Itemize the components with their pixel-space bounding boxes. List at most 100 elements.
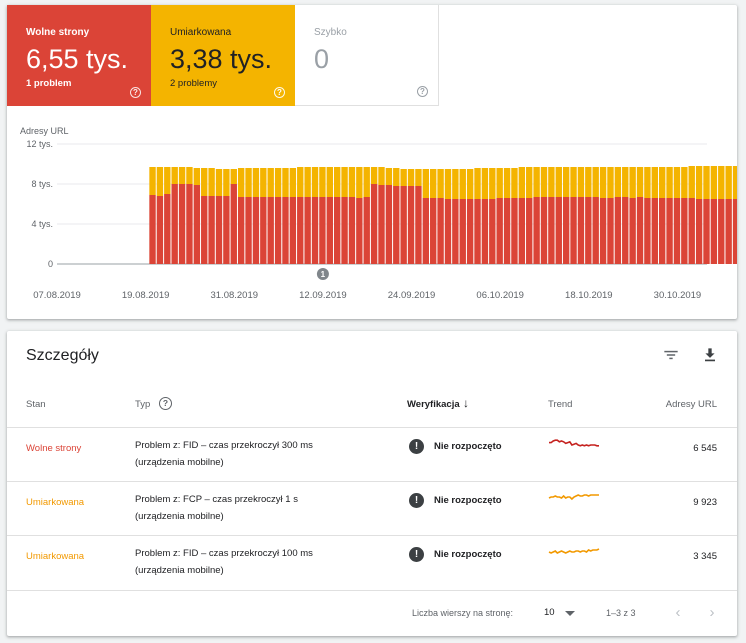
bar-moderate[interactable] bbox=[363, 167, 370, 197]
bar-slow[interactable] bbox=[511, 198, 518, 264]
bar-moderate[interactable] bbox=[201, 168, 208, 196]
bar-moderate[interactable] bbox=[614, 167, 622, 197]
bar-slow[interactable] bbox=[260, 197, 267, 264]
bar-moderate[interactable] bbox=[466, 169, 474, 199]
bar-slow[interactable] bbox=[319, 197, 326, 264]
bar-slow[interactable] bbox=[385, 185, 393, 264]
bar-slow[interactable] bbox=[474, 199, 481, 264]
bar-moderate[interactable] bbox=[636, 167, 644, 197]
bar-slow[interactable] bbox=[585, 197, 592, 264]
bar-moderate[interactable] bbox=[540, 167, 548, 197]
column-type[interactable]: Typ bbox=[135, 399, 151, 410]
column-urls[interactable]: Adresy URL bbox=[665, 399, 717, 410]
bar-moderate[interactable] bbox=[267, 168, 274, 197]
bar-moderate[interactable] bbox=[585, 167, 592, 197]
bar-slow[interactable] bbox=[703, 199, 710, 264]
bar-slow[interactable] bbox=[186, 184, 193, 264]
bar-moderate[interactable] bbox=[533, 167, 540, 197]
annotation-marker[interactable] bbox=[316, 268, 329, 280]
bar-moderate[interactable] bbox=[688, 166, 695, 198]
bar-moderate[interactable] bbox=[474, 168, 481, 199]
bar-moderate[interactable] bbox=[526, 167, 533, 198]
bar-moderate[interactable] bbox=[178, 167, 186, 184]
bar-moderate[interactable] bbox=[407, 169, 415, 186]
bar-slow[interactable] bbox=[370, 184, 378, 264]
bar-moderate[interactable] bbox=[230, 169, 237, 184]
bar-slow[interactable] bbox=[496, 198, 503, 264]
bar-moderate[interactable] bbox=[518, 167, 526, 198]
bar-moderate[interactable] bbox=[651, 167, 658, 198]
bar-slow[interactable] bbox=[466, 199, 474, 264]
bar-slow[interactable] bbox=[548, 197, 555, 264]
bar-moderate[interactable] bbox=[681, 167, 688, 198]
bar-slow[interactable] bbox=[326, 197, 333, 264]
bar-moderate[interactable] bbox=[481, 168, 489, 199]
bar-slow[interactable] bbox=[201, 196, 208, 264]
bar-slow[interactable] bbox=[430, 198, 437, 264]
bar-slow[interactable] bbox=[274, 197, 282, 264]
help-icon[interactable]: ? bbox=[417, 86, 428, 97]
bar-moderate[interactable] bbox=[725, 166, 732, 199]
bar-moderate[interactable] bbox=[496, 168, 503, 198]
bar-slow[interactable] bbox=[400, 186, 407, 264]
bar-moderate[interactable] bbox=[718, 166, 725, 199]
bar-moderate[interactable] bbox=[577, 167, 585, 197]
bar-slow[interactable] bbox=[208, 196, 215, 264]
bar-moderate[interactable] bbox=[710, 166, 718, 199]
bar-moderate[interactable] bbox=[673, 167, 681, 198]
bar-slow[interactable] bbox=[178, 184, 186, 264]
bar-slow[interactable] bbox=[193, 185, 201, 264]
bar-moderate[interactable] bbox=[555, 167, 562, 197]
bar-slow[interactable] bbox=[267, 197, 274, 264]
bar-moderate[interactable] bbox=[164, 167, 171, 194]
bar-slow[interactable] bbox=[622, 197, 629, 264]
bar-moderate[interactable] bbox=[348, 167, 356, 197]
bar-slow[interactable] bbox=[304, 197, 311, 264]
bar-slow[interactable] bbox=[636, 197, 644, 264]
bar-moderate[interactable] bbox=[326, 167, 333, 197]
bar-moderate[interactable] bbox=[644, 167, 651, 198]
bar-slow[interactable] bbox=[393, 186, 400, 264]
bar-moderate[interactable] bbox=[274, 168, 282, 197]
bar-moderate[interactable] bbox=[304, 167, 311, 197]
bar-moderate[interactable] bbox=[415, 169, 422, 186]
bar-moderate[interactable] bbox=[311, 167, 319, 197]
bar-slow[interactable] bbox=[297, 197, 304, 264]
bar-slow[interactable] bbox=[526, 198, 533, 264]
bar-moderate[interactable] bbox=[703, 166, 710, 199]
bar-slow[interactable] bbox=[341, 197, 348, 264]
bar-slow[interactable] bbox=[533, 197, 540, 264]
bar-slow[interactable] bbox=[415, 186, 422, 264]
help-icon[interactable]: ? bbox=[274, 87, 285, 98]
bar-moderate[interactable] bbox=[503, 168, 511, 198]
bar-slow[interactable] bbox=[348, 197, 356, 264]
bar-slow[interactable] bbox=[356, 198, 363, 264]
bar-moderate[interactable] bbox=[282, 168, 289, 197]
bar-slow[interactable] bbox=[710, 199, 718, 264]
bar-moderate[interactable] bbox=[430, 169, 437, 198]
bar-slow[interactable] bbox=[592, 197, 599, 264]
bar-moderate[interactable] bbox=[422, 169, 430, 198]
tile-fast[interactable]: Szybko 0 ? bbox=[295, 5, 439, 106]
bar-slow[interactable] bbox=[311, 197, 319, 264]
bar-slow[interactable] bbox=[725, 199, 732, 264]
table-row[interactable]: Wolne strony Problem z: FID – czas przek… bbox=[7, 427, 737, 481]
bar-slow[interactable] bbox=[503, 198, 511, 264]
bar-slow[interactable] bbox=[666, 198, 673, 264]
bar-moderate[interactable] bbox=[732, 166, 737, 199]
bar-slow[interactable] bbox=[164, 194, 171, 264]
bar-moderate[interactable] bbox=[297, 167, 304, 197]
bar-moderate[interactable] bbox=[622, 167, 629, 197]
bar-slow[interactable] bbox=[658, 198, 666, 264]
next-page-icon[interactable]: › bbox=[709, 604, 715, 621]
table-row[interactable]: Umiarkowana Problem z: FCP – czas przekr… bbox=[7, 481, 737, 535]
bar-moderate[interactable] bbox=[215, 169, 223, 196]
bar-slow[interactable] bbox=[422, 198, 430, 264]
tile-moderate[interactable]: Umiarkowana 3,38 tys. 2 problemy ? bbox=[151, 5, 295, 106]
dropdown-caret-icon[interactable] bbox=[565, 611, 575, 616]
bar-moderate[interactable] bbox=[607, 167, 614, 198]
bar-slow[interactable] bbox=[171, 184, 178, 264]
bar-moderate[interactable] bbox=[260, 168, 267, 197]
bar-moderate[interactable] bbox=[400, 169, 407, 186]
bar-slow[interactable] bbox=[237, 197, 245, 264]
